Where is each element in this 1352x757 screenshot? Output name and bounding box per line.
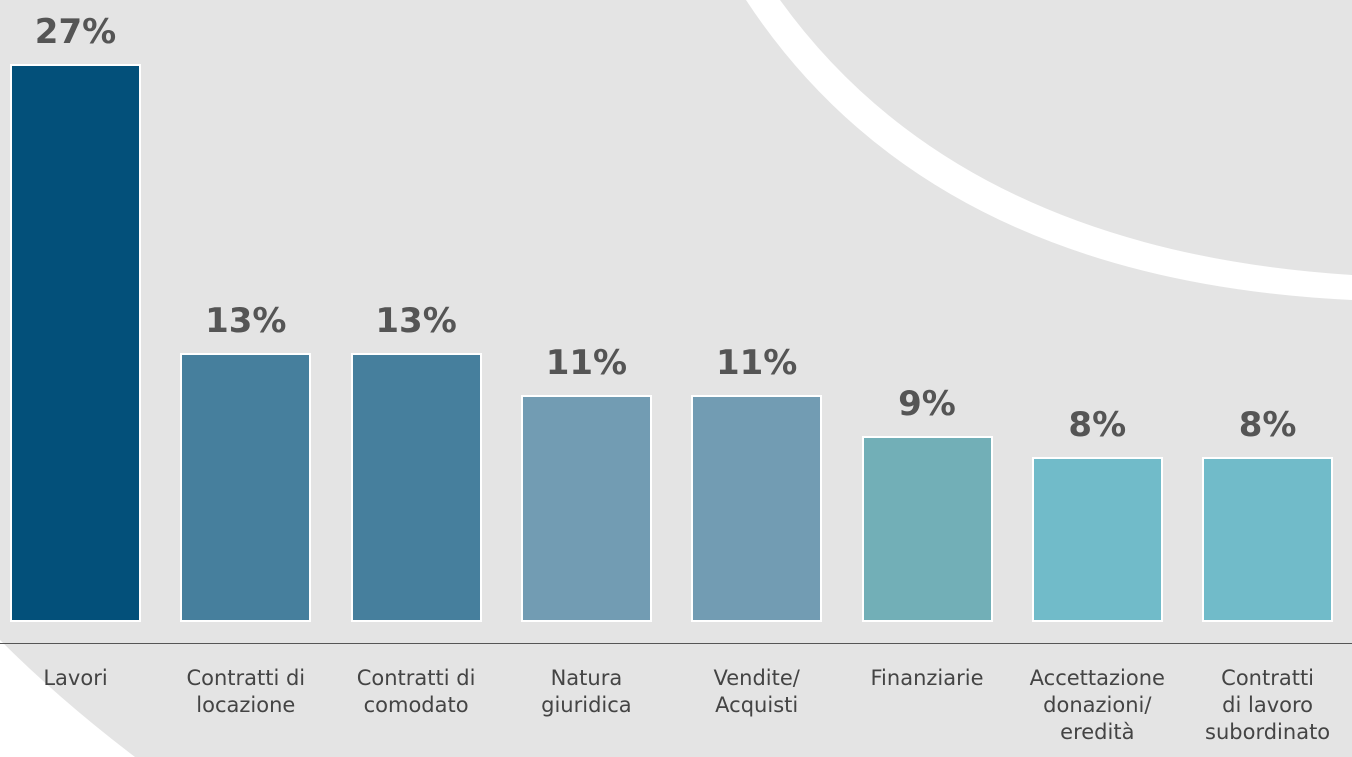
- baseline: [0, 643, 1352, 644]
- value-label: 11%: [545, 342, 628, 383]
- value-label: 8%: [1238, 404, 1297, 445]
- value-label: 13%: [375, 301, 457, 342]
- category-label: Vendite/ Acquisti: [713, 666, 800, 717]
- value-label: 11%: [715, 342, 798, 383]
- value-label: 8%: [1068, 404, 1127, 445]
- value-label: 9%: [898, 384, 956, 424]
- bar: [691, 394, 823, 622]
- category-label: Contratti di locazione: [186, 666, 306, 717]
- bar: [350, 353, 482, 622]
- category-label: Finanziarie: [870, 666, 984, 690]
- bar: [10, 64, 141, 622]
- decorative-arc: [746, 0, 1352, 300]
- bar: [180, 353, 312, 622]
- category-label: Contratti di comodato: [356, 666, 476, 717]
- value-label: 13%: [205, 301, 287, 342]
- category-label: Accettazione donazioni/ eredità: [1029, 666, 1165, 744]
- category-label: Lavori: [43, 666, 108, 690]
- bar: [861, 436, 993, 622]
- category-label: Natura giuridica: [541, 666, 632, 717]
- value-label: 27%: [34, 12, 117, 52]
- decorative-wedge: [0, 640, 135, 757]
- bar: [1202, 456, 1334, 622]
- category-label: Contratti di lavoro subordinato: [1205, 666, 1331, 744]
- bar: [1031, 456, 1163, 622]
- bar: [520, 394, 652, 622]
